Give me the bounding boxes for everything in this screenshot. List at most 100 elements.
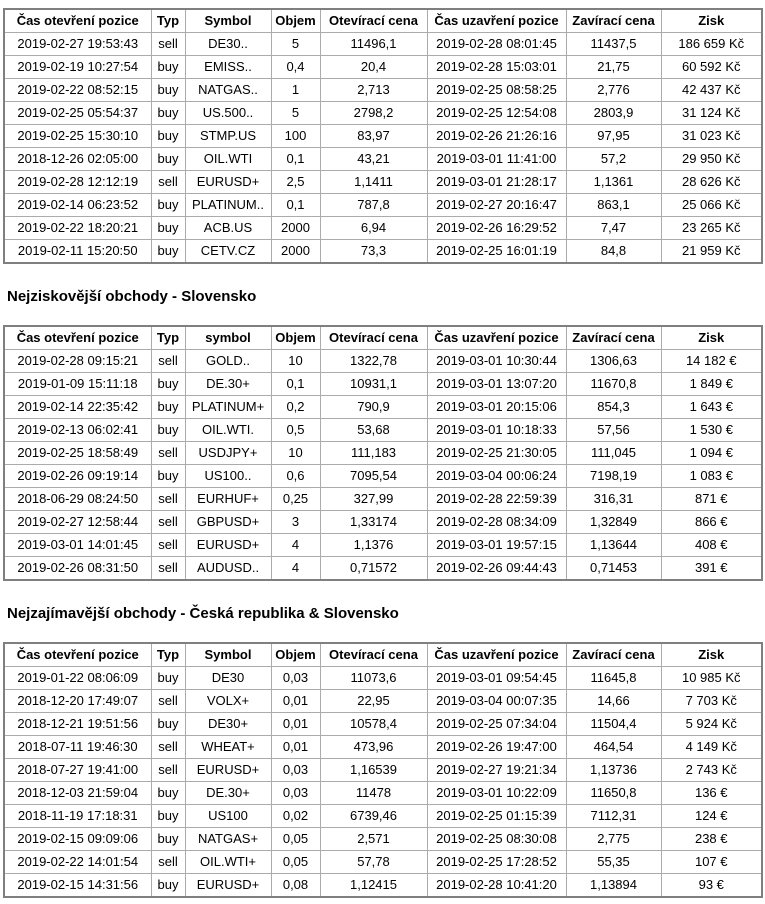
table-cell: 2019-02-13 06:02:41 [3,418,152,442]
column-header: Zavírací cena [565,8,662,33]
table-cell: buy [150,216,186,240]
trade-row: 2019-02-25 05:54:37 buy US.500.. 5 2798,2 201… [3,101,763,125]
table-cell: 2019-03-01 13:07:20 [426,372,567,396]
table-cell: 2019-02-14 06:23:52 [3,193,152,217]
table-cell: 10 [270,441,321,465]
table-cell: 2019-02-28 22:59:39 [426,487,567,511]
table-cell: 5 [270,32,321,56]
trade-row: 2019-02-13 06:02:41 buy OIL.WTI. 0,5 53,68 20… [3,418,763,442]
table-cell: 186 659 Kč [660,32,763,56]
table-cell: 0,01 [270,735,321,759]
table-cell: 0,25 [270,487,321,511]
column-header: Otevírací cena [319,642,428,667]
table-cell: 2019-03-01 11:41:00 [426,147,567,171]
column-header: Otevírací cena [319,325,428,350]
table-cell: 2000 [270,239,321,264]
table-cell: OIL.WTI [184,147,272,171]
table-cell: sell [150,510,186,534]
table-cell: 2018-06-29 08:24:50 [3,487,152,511]
table-cell: WHEAT+ [184,735,272,759]
table-cell: 0,03 [270,781,321,805]
table-cell: 2019-01-22 08:06:09 [3,666,152,690]
section-czech-top-trades: Čas otevření pozice Typ Symbol Objem Otevíra… [3,8,763,264]
table-cell: 6739,46 [319,804,428,828]
table-cell: 1,1376 [319,533,428,557]
table-cell: US100.. [184,464,272,488]
table-cell: 55,35 [565,850,662,874]
table-cell: sell [150,349,186,373]
table-cell: 0,1 [270,193,321,217]
table-cell: 238 € [660,827,763,851]
table-cell: 2019-02-28 15:03:01 [426,55,567,79]
table-cell: 10 [270,349,321,373]
table-cell: 2019-02-27 20:16:47 [426,193,567,217]
table-cell: buy [150,55,186,79]
table-cell: 2019-02-25 08:58:25 [426,78,567,102]
table-cell: buy [150,781,186,805]
table-cell: GBPUSD+ [184,510,272,534]
table-cell: GOLD.. [184,349,272,373]
table-cell: 0,71453 [565,556,662,581]
column-header: Typ [150,325,186,350]
table-cell: buy [150,147,186,171]
table-cell: sell [150,487,186,511]
table-cell: 2019-02-25 07:34:04 [426,712,567,736]
table-cell: 10 985 Kč [660,666,763,690]
table-cell: buy [150,101,186,125]
table-cell: 1,16539 [319,758,428,782]
table-cell: 11504,4 [565,712,662,736]
table-cell: 21,75 [565,55,662,79]
table-cell: buy [150,193,186,217]
trade-row: 2018-11-19 17:18:31 buy US100 0,02 6739,46 20… [3,804,763,828]
table-cell: 2019-02-25 17:28:52 [426,850,567,874]
table-cell: VOLX+ [184,689,272,713]
column-header: Zisk [660,642,763,667]
column-header: Zavírací cena [565,642,662,667]
table-cell: 2019-02-15 09:09:06 [3,827,152,851]
table-cell: 391 € [660,556,763,581]
table-cell: PLATINUM.. [184,193,272,217]
table-cell: 84,8 [565,239,662,264]
table-cell: 2019-03-04 00:07:35 [426,689,567,713]
table-cell: 93 € [660,873,763,898]
table-cell: AUDUSD.. [184,556,272,581]
column-header: Čas otevření pozice [3,8,152,33]
table-cell: 0,05 [270,827,321,851]
table-cell: 124 € [660,804,763,828]
table-cell: 2,5 [270,170,321,194]
table-cell: 0,05 [270,850,321,874]
trade-row: 2019-02-15 09:09:06 buy NATGAS+ 0,05 2,571 20… [3,827,763,851]
table-cell: sell [150,735,186,759]
table-cell: 7095,54 [319,464,428,488]
trade-row: 2019-02-14 06:23:52 buy PLATINUM.. 0,1 787,8… [3,193,763,217]
table-cell: 1306,63 [565,349,662,373]
table-cell: 0,6 [270,464,321,488]
table-cell: 2019-02-28 08:01:45 [426,32,567,56]
column-header: Čas uzavření pozice [426,325,567,350]
column-header: Typ [150,8,186,33]
table-cell: buy [150,804,186,828]
table-cell: 2019-02-28 10:41:20 [426,873,567,898]
table-cell: 0,03 [270,758,321,782]
table-cell: 14,66 [565,689,662,713]
table-cell: 2019-02-25 16:01:19 [426,239,567,264]
table-cell: 42 437 Kč [660,78,763,102]
table-cell: 31 124 Kč [660,101,763,125]
table-cell: 2019-02-25 08:30:08 [426,827,567,851]
table-cell: buy [150,418,186,442]
trade-row: 2019-02-19 10:27:54 buy EMISS.. 0,4 20,4 2019… [3,55,763,79]
table-header-row: Čas otevření pozice Typ Symbol Objem Otevíra… [3,642,763,667]
table-cell: US100 [184,804,272,828]
table-cell: 0,01 [270,689,321,713]
table-cell: 2 743 Kč [660,758,763,782]
table-cell: 0,03 [270,666,321,690]
table-cell: 111,183 [319,441,428,465]
table-cell: 2000 [270,216,321,240]
table-cell: 316,31 [565,487,662,511]
table-cell: sell [150,32,186,56]
table-cell: sell [150,556,186,581]
column-header: Objem [270,325,321,350]
trade-row: 2019-02-28 09:15:21 sell GOLD.. 10 1322,78 20… [3,349,763,373]
trade-row: 2019-02-25 15:30:10 buy STMP.US 100 83,97 201… [3,124,763,148]
table-cell: 2018-12-20 17:49:07 [3,689,152,713]
